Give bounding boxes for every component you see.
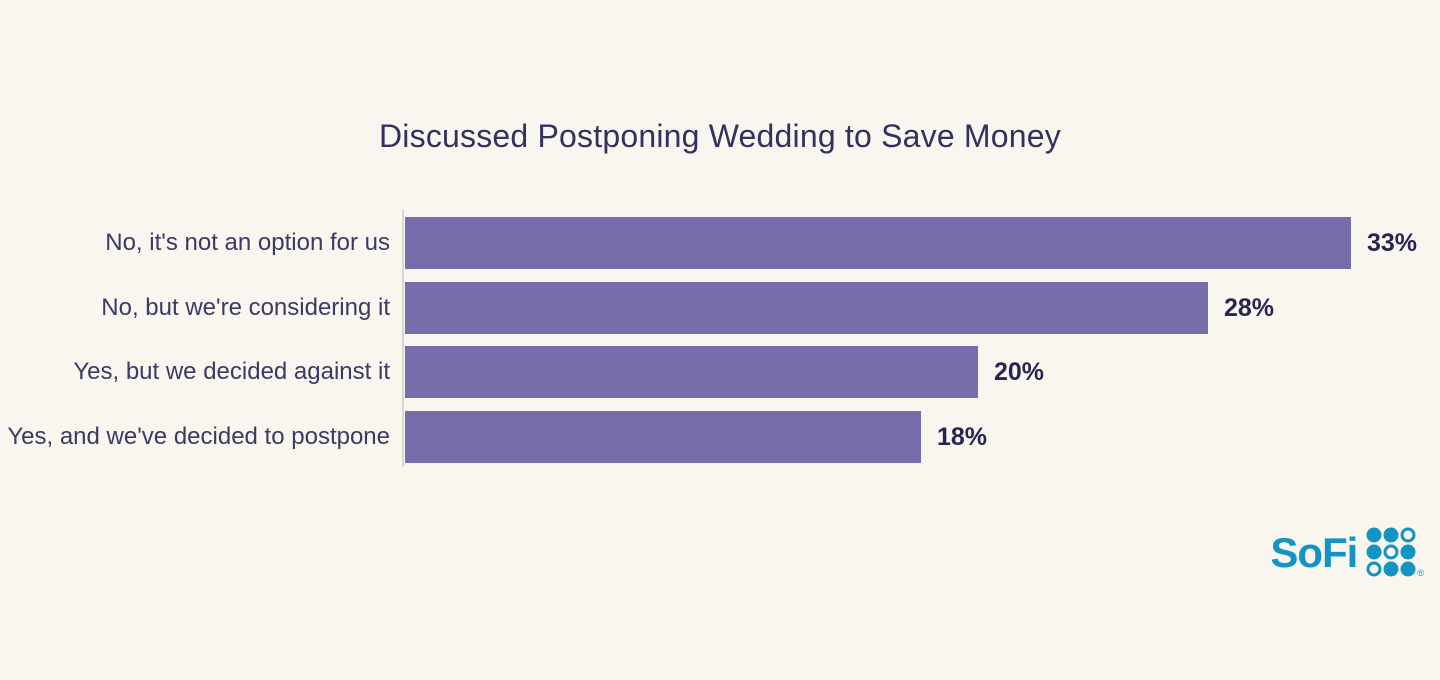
y-axis-line	[402, 209, 404, 467]
chart-title: Discussed Postponing Wedding to Save Mon…	[379, 118, 1061, 154]
bar-row: Yes, but we decided against it 20%	[0, 346, 1440, 398]
category-label: No, but we're considering it	[101, 294, 390, 321]
value-label: 28%	[1224, 293, 1275, 322]
category-label: Yes, but we decided against it	[73, 358, 390, 385]
bar[interactable]	[405, 346, 978, 398]
sofi-dot-grid-icon	[1366, 527, 1416, 577]
category-label: No, it's not an option for us	[105, 229, 390, 256]
bar-row: Yes, and we've decided to postpone 18%	[0, 411, 1440, 463]
category-label: Yes, and we've decided to postpone	[7, 423, 390, 450]
value-label: 18%	[937, 422, 988, 451]
bar-row: No, it's not an option for us 33%	[0, 217, 1440, 269]
sofi-logo: SoFi ®	[1270, 526, 1424, 580]
value-label: 33%	[1367, 228, 1418, 257]
bar[interactable]	[405, 411, 921, 463]
registered-trademark: ®	[1417, 568, 1424, 578]
bar-row: No, but we're considering it 28%	[0, 282, 1440, 334]
sofi-logo-text: SoFi	[1270, 529, 1358, 576]
bar[interactable]	[405, 282, 1208, 334]
bar[interactable]	[405, 217, 1351, 269]
value-label: 20%	[994, 357, 1045, 386]
